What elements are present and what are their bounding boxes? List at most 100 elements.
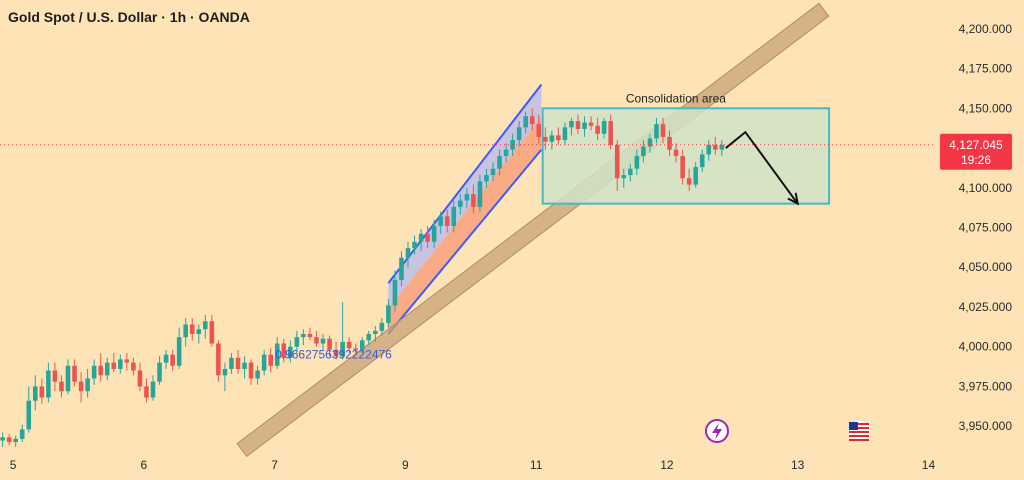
candle-body [373, 330, 378, 334]
x-tick-label: 5 [10, 458, 17, 472]
candle-body [392, 279, 398, 306]
candle [425, 225, 430, 249]
candle [248, 359, 254, 385]
candle-body [314, 337, 319, 344]
candle [183, 318, 188, 347]
candle [536, 114, 542, 144]
candle-body [634, 155, 640, 169]
lightning-icon [712, 423, 722, 440]
x-tick-label: 13 [791, 458, 805, 472]
x-tick-label: 6 [141, 458, 148, 472]
candle-body [209, 321, 215, 344]
y-tick-label: 4,200.000 [959, 22, 1013, 36]
candle-body [281, 343, 287, 358]
candle-body [327, 338, 332, 350]
candle-body [523, 116, 528, 128]
candle [634, 149, 640, 176]
candle [399, 251, 404, 287]
x-tick-label: 14 [922, 458, 936, 472]
candle [196, 324, 202, 344]
candle [52, 362, 58, 392]
candle [124, 353, 130, 371]
candle [588, 116, 594, 131]
candle-body [412, 241, 417, 249]
candle-body [248, 362, 254, 379]
candle [699, 149, 705, 172]
candle-body [614, 144, 620, 179]
candle-body [235, 357, 241, 369]
candle [647, 133, 653, 153]
candle-body [490, 168, 496, 176]
candle [686, 168, 692, 191]
candle-body [39, 386, 45, 398]
us-flag-event-icon[interactable] [847, 419, 871, 443]
candle-body [660, 124, 666, 137]
candle-body [549, 135, 555, 142]
candle-body [124, 359, 130, 363]
candle [98, 353, 103, 382]
candle [614, 140, 620, 191]
flag-stripe [849, 423, 869, 425]
flag-stripe [849, 427, 869, 429]
y-axis[interactable]: 4,200.0004,175.0004,150.0004,125.0004,10… [959, 22, 1013, 433]
candle-body [274, 343, 280, 366]
candle-body [183, 324, 188, 338]
candle-body [150, 381, 156, 398]
candle [451, 200, 457, 233]
trendline-band[interactable] [236, 2, 830, 458]
candle-body [294, 337, 300, 347]
candle-body [6, 437, 12, 443]
candle-body [255, 370, 260, 379]
candle-body [686, 178, 692, 185]
candle [268, 348, 273, 373]
candle-body [601, 121, 607, 134]
candle-body [497, 155, 502, 169]
y-tick-label: 4,025.000 [959, 300, 1013, 314]
candle [118, 354, 123, 374]
flag-stripe [849, 435, 869, 437]
candle-body [131, 362, 136, 371]
candle [353, 343, 358, 355]
x-axis[interactable]: 5 6 7 9 11 12 13 14 [10, 458, 936, 472]
candle-body [621, 175, 627, 179]
candle [137, 362, 143, 392]
y-tick-label: 4,075.000 [959, 221, 1013, 235]
y-tick-label: 4,150.000 [959, 101, 1013, 115]
candle [346, 337, 352, 354]
candle [65, 359, 71, 395]
candle-body [588, 122, 594, 126]
candle-body [418, 233, 424, 242]
down-arrow-path[interactable] [725, 130, 799, 205]
candle [189, 318, 195, 341]
candle-body [359, 340, 365, 350]
candle [294, 330, 300, 354]
y-tick-label: 4,175.000 [959, 62, 1013, 76]
candle [33, 375, 38, 411]
candle-body [543, 136, 548, 142]
candle-body [144, 386, 149, 398]
candle-body [366, 333, 372, 341]
candle-body [170, 354, 175, 366]
current-price-badge [940, 133, 1012, 170]
candle-body [189, 324, 195, 334]
candle [150, 375, 156, 401]
us-flag-icon [849, 422, 858, 430]
lightning-event-icon[interactable] [705, 419, 729, 443]
candle [72, 359, 77, 387]
candle [418, 229, 424, 252]
drawings-layer [236, 2, 831, 458]
candle-body [157, 362, 162, 382]
y-tick-label: 4,050.000 [959, 260, 1013, 274]
candle [569, 117, 574, 136]
candle-countdown: 19:26 [961, 153, 991, 167]
candle [288, 340, 293, 363]
channel-upper-line[interactable] [387, 83, 543, 284]
channel-lower-line[interactable] [387, 148, 543, 335]
candle [477, 175, 483, 212]
candle-body [222, 368, 228, 376]
candle [503, 143, 509, 163]
candle [261, 349, 267, 376]
candle [628, 163, 633, 182]
candle-body [216, 343, 221, 376]
